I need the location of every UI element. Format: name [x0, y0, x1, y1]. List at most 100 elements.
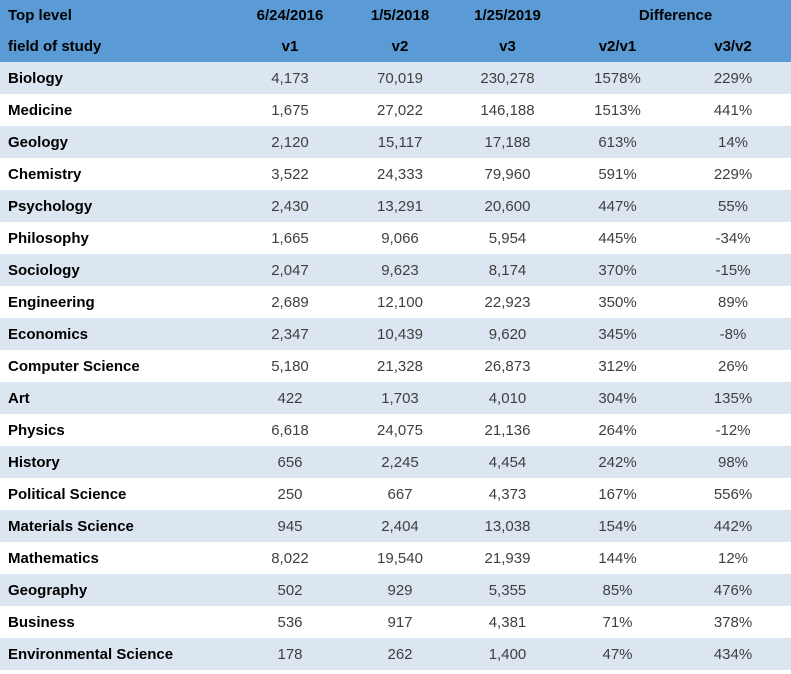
value-cell[interactable]: 21,328: [377, 357, 423, 375]
value-cell[interactable]: 442%: [713, 517, 753, 535]
value-cell[interactable]: 13,291: [377, 197, 423, 215]
value-cell[interactable]: 89%: [717, 293, 749, 311]
field-cell[interactable]: Environmental Science: [8, 645, 174, 663]
field-cell[interactable]: Engineering: [8, 293, 95, 311]
value-cell[interactable]: 378%: [713, 613, 753, 631]
value-cell[interactable]: 79,960: [484, 165, 531, 183]
value-cell[interactable]: 10,439: [377, 325, 423, 343]
header-v2-v1[interactable]: v2/v1: [560, 31, 675, 62]
field-cell[interactable]: Materials Science: [8, 517, 134, 535]
value-cell[interactable]: 3,522: [271, 165, 309, 183]
field-cell[interactable]: Biology: [8, 69, 63, 87]
header-v3-v2[interactable]: v3/v2: [675, 31, 791, 62]
value-cell[interactable]: 4,010: [488, 389, 527, 407]
value-cell[interactable]: 21,136: [484, 421, 531, 439]
value-cell[interactable]: -12%: [715, 421, 751, 439]
field-cell[interactable]: Psychology: [8, 197, 93, 215]
value-cell[interactable]: 350%: [598, 293, 637, 311]
value-cell[interactable]: 6,618: [271, 421, 309, 439]
value-cell[interactable]: 24,075: [377, 421, 423, 439]
field-cell[interactable]: Art: [8, 389, 30, 407]
header-v1[interactable]: v1: [235, 31, 345, 62]
value-cell[interactable]: 502: [277, 581, 303, 599]
value-cell[interactable]: 556%: [713, 485, 753, 503]
value-cell[interactable]: 47%: [602, 645, 633, 663]
value-cell[interactable]: 167%: [598, 485, 637, 503]
value-cell[interactable]: 656: [277, 453, 303, 471]
value-cell[interactable]: 1,675: [271, 101, 309, 119]
header-top-level[interactable]: Top level: [0, 0, 235, 31]
value-cell[interactable]: 422: [277, 389, 303, 407]
value-cell[interactable]: 4,173: [271, 69, 309, 87]
value-cell[interactable]: 9,066: [381, 229, 419, 247]
header-date-v1[interactable]: 6/24/2016: [235, 0, 345, 31]
value-cell[interactable]: 9,623: [381, 261, 419, 279]
value-cell[interactable]: 370%: [598, 261, 637, 279]
value-cell[interactable]: 445%: [598, 229, 637, 247]
field-cell[interactable]: Computer Science: [8, 357, 140, 375]
value-cell[interactable]: 476%: [713, 581, 753, 599]
header-v3[interactable]: v3: [455, 31, 560, 62]
value-cell[interactable]: 19,540: [377, 549, 423, 567]
value-cell[interactable]: 4,373: [488, 485, 527, 503]
value-cell[interactable]: 441%: [713, 101, 753, 119]
value-cell[interactable]: 242%: [598, 453, 637, 471]
value-cell[interactable]: 1513%: [594, 101, 641, 119]
value-cell[interactable]: 229%: [713, 165, 753, 183]
value-cell[interactable]: 1578%: [594, 69, 641, 87]
value-cell[interactable]: 1,703: [381, 389, 419, 407]
value-cell[interactable]: 1,665: [271, 229, 309, 247]
value-cell[interactable]: 2,347: [271, 325, 309, 343]
value-cell[interactable]: 70,019: [377, 69, 423, 87]
value-cell[interactable]: 2,245: [381, 453, 419, 471]
header-date-v3[interactable]: 1/25/2019: [455, 0, 560, 31]
value-cell[interactable]: 146,188: [480, 101, 535, 119]
value-cell[interactable]: 304%: [598, 389, 637, 407]
value-cell[interactable]: 22,923: [484, 293, 531, 311]
value-cell[interactable]: 17,188: [484, 133, 531, 151]
value-cell[interactable]: 5,954: [488, 229, 527, 247]
value-cell[interactable]: 71%: [602, 613, 633, 631]
value-cell[interactable]: 434%: [713, 645, 753, 663]
value-cell[interactable]: 135%: [713, 389, 753, 407]
value-cell[interactable]: 4,381: [488, 613, 527, 631]
value-cell[interactable]: 945: [277, 517, 303, 535]
value-cell[interactable]: 2,430: [271, 197, 309, 215]
header-v2[interactable]: v2: [345, 31, 455, 62]
field-cell[interactable]: History: [8, 453, 60, 471]
value-cell[interactable]: 447%: [598, 197, 637, 215]
value-cell[interactable]: 8,174: [488, 261, 527, 279]
header-field-of-study[interactable]: field of study: [0, 31, 235, 62]
value-cell[interactable]: 85%: [602, 581, 633, 599]
field-cell[interactable]: Chemistry: [8, 165, 82, 183]
value-cell[interactable]: 24,333: [377, 165, 423, 183]
value-cell[interactable]: 2,689: [271, 293, 309, 311]
field-cell[interactable]: Philosophy: [8, 229, 89, 247]
field-cell[interactable]: Business: [8, 613, 75, 631]
field-cell[interactable]: Economics: [8, 325, 89, 343]
value-cell[interactable]: 929: [387, 581, 413, 599]
value-cell[interactable]: 9,620: [488, 325, 527, 343]
value-cell[interactable]: 5,355: [488, 581, 527, 599]
value-cell[interactable]: 229%: [713, 69, 753, 87]
value-cell[interactable]: 14%: [717, 133, 749, 151]
value-cell[interactable]: 98%: [717, 453, 749, 471]
value-cell[interactable]: 144%: [598, 549, 637, 567]
value-cell[interactable]: 2,120: [271, 133, 309, 151]
value-cell[interactable]: 536: [277, 613, 303, 631]
field-cell[interactable]: Mathematics: [8, 549, 99, 567]
value-cell[interactable]: 178: [277, 645, 303, 663]
value-cell[interactable]: 12%: [717, 549, 749, 567]
value-cell[interactable]: 613%: [598, 133, 637, 151]
value-cell[interactable]: 15,117: [377, 133, 423, 151]
header-date-v2[interactable]: 1/5/2018: [345, 0, 455, 31]
value-cell[interactable]: -8%: [719, 325, 747, 343]
value-cell[interactable]: 13,038: [484, 517, 531, 535]
header-difference[interactable]: Difference: [560, 0, 791, 31]
value-cell[interactable]: 250: [277, 485, 303, 503]
field-cell[interactable]: Geography: [8, 581, 88, 599]
value-cell[interactable]: 345%: [598, 325, 637, 343]
value-cell[interactable]: 12,100: [377, 293, 423, 311]
value-cell[interactable]: 2,047: [271, 261, 309, 279]
value-cell[interactable]: 26%: [717, 357, 749, 375]
